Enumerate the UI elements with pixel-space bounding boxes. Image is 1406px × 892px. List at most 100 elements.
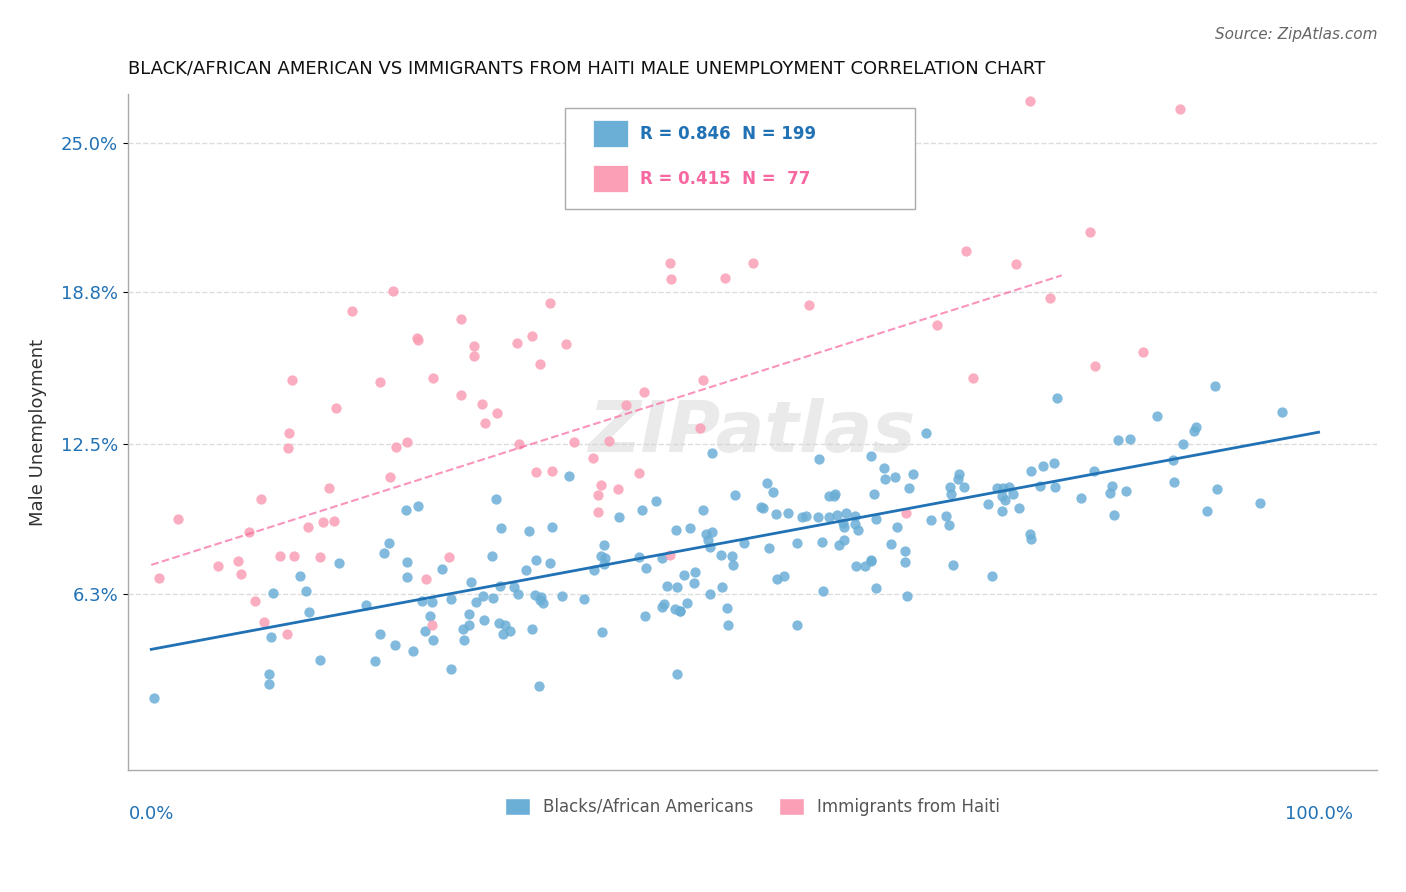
Point [810,535,832,549]
Point [515,563,537,577]
Point [1019,94,1042,108]
Point [586,487,609,501]
Point [609,510,631,524]
Point [582,450,605,465]
Point [835,507,858,521]
Point [710,548,733,562]
Point [1046,391,1069,405]
Point [1182,424,1205,438]
FancyBboxPatch shape [592,120,627,147]
Point [942,558,965,573]
Point [894,555,917,569]
Point [463,339,485,353]
Point [695,527,717,541]
Point [288,568,311,582]
Point [538,556,561,570]
Point [1039,291,1062,305]
Point [846,524,869,538]
Point [529,679,551,693]
Point [384,638,406,652]
Text: ZIPatlas: ZIPatlas [589,398,917,467]
Point [692,503,714,517]
Point [508,437,530,451]
Point [453,633,475,648]
Point [451,623,474,637]
Point [257,667,280,681]
Point [817,509,839,524]
Point [450,388,472,402]
Point [991,489,1014,503]
Point [651,600,673,615]
Point [825,508,848,523]
Point [298,605,321,619]
Point [1098,486,1121,500]
Point [717,618,740,632]
Point [634,608,657,623]
Point [308,653,330,667]
Point [1078,225,1101,239]
Point [733,535,755,549]
Point [860,552,883,566]
Point [683,565,706,579]
Point [676,596,699,610]
Point [458,618,481,632]
Point [422,594,444,608]
Point [724,488,747,502]
Point [631,503,654,517]
Point [977,497,1000,511]
Point [794,509,817,524]
Point [517,524,540,538]
Point [761,484,783,499]
Point [786,618,808,632]
Point [1043,480,1066,494]
Point [474,416,496,430]
Point [492,626,515,640]
Point [1019,527,1042,541]
Point [993,493,1015,508]
Point [962,371,984,385]
Point [896,506,918,520]
Point [1004,258,1026,272]
Point [531,596,554,610]
Point [520,329,543,343]
Point [402,644,425,658]
Point [1108,433,1130,447]
Point [664,602,686,616]
Point [1101,479,1123,493]
Point [472,613,495,627]
Point [281,374,304,388]
Point [817,489,839,503]
Point [1118,432,1140,446]
Point [790,510,813,524]
Point [558,469,581,483]
Point [283,549,305,563]
Point [666,666,689,681]
Point [1029,478,1052,492]
Point [589,478,612,492]
Point [1249,496,1271,510]
Point [986,481,1008,495]
Point [865,581,887,595]
Point [589,549,612,564]
Point [828,538,851,552]
Point [506,336,529,351]
Point [440,591,463,606]
Point [312,515,335,529]
Point [634,561,657,575]
Point [1197,503,1219,517]
Point [582,563,605,577]
Point [935,508,957,523]
Point [430,562,453,576]
Point [1205,483,1227,497]
Point [700,524,723,539]
Point [659,272,682,286]
Point [807,509,830,524]
Text: Source: ZipAtlas.com: Source: ZipAtlas.com [1215,27,1378,42]
Point [659,256,682,270]
Point [257,677,280,691]
Point [1102,508,1125,523]
Point [948,471,970,485]
Y-axis label: Male Unemployment: Male Unemployment [30,339,46,525]
Point [1146,409,1168,423]
Point [422,371,444,385]
